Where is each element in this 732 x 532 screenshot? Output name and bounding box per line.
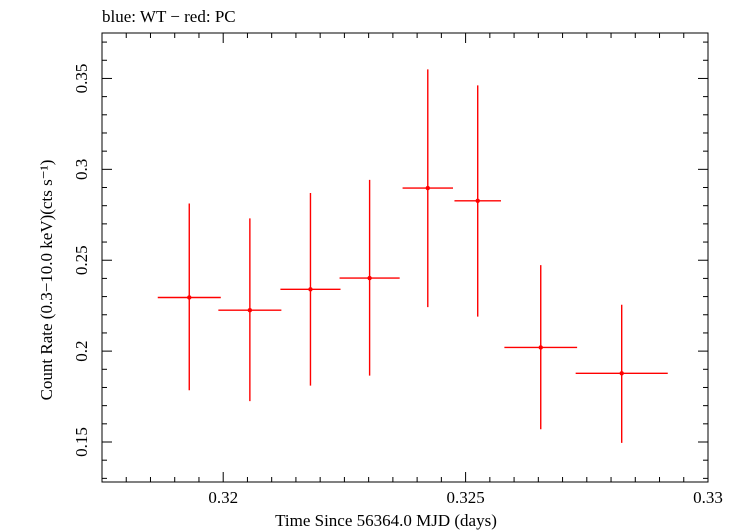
- x-tick-label: 0.33: [693, 488, 723, 507]
- data-point: [454, 85, 501, 317]
- point-marker: [308, 287, 313, 292]
- data-point: [218, 218, 282, 402]
- data-marks: [157, 69, 668, 443]
- data-point: [504, 265, 578, 430]
- x-tick-labels: 0.32 0.325 0.33: [208, 488, 723, 507]
- point-marker: [425, 185, 430, 191]
- y-tick-label: 0.25: [72, 245, 91, 275]
- point-marker: [619, 371, 624, 376]
- plot-frame: [101, 32, 709, 483]
- y-axis-label: Count Rate (0.3−10.0 keV)(cts s⁻¹): [37, 160, 56, 401]
- data-point: [280, 192, 341, 386]
- data-point: [339, 179, 400, 376]
- chart-title: blue: WT − red: PC: [102, 7, 236, 26]
- point-marker: [187, 295, 192, 300]
- y-tick-label: 0.15: [72, 427, 91, 457]
- y-tick-label: 0.3: [72, 159, 91, 180]
- data-point: [157, 203, 221, 391]
- data-point: [402, 69, 453, 308]
- point-marker: [247, 308, 253, 313]
- y-tick-label: 0.35: [72, 64, 91, 94]
- point-marker: [538, 345, 543, 350]
- y-tick-labels: 0.15 0.2 0.25 0.3 0.35: [72, 64, 91, 457]
- point-marker: [475, 198, 480, 203]
- x-axis-label: Time Since 56364.0 MJD (days): [275, 511, 497, 530]
- x-tick-label: 0.32: [208, 488, 238, 507]
- axis-ticks: [101, 33, 709, 482]
- data-point: [575, 304, 668, 443]
- x-tick-label: 0.325: [446, 488, 484, 507]
- point-marker: [367, 275, 372, 281]
- y-tick-label: 0.2: [72, 340, 91, 361]
